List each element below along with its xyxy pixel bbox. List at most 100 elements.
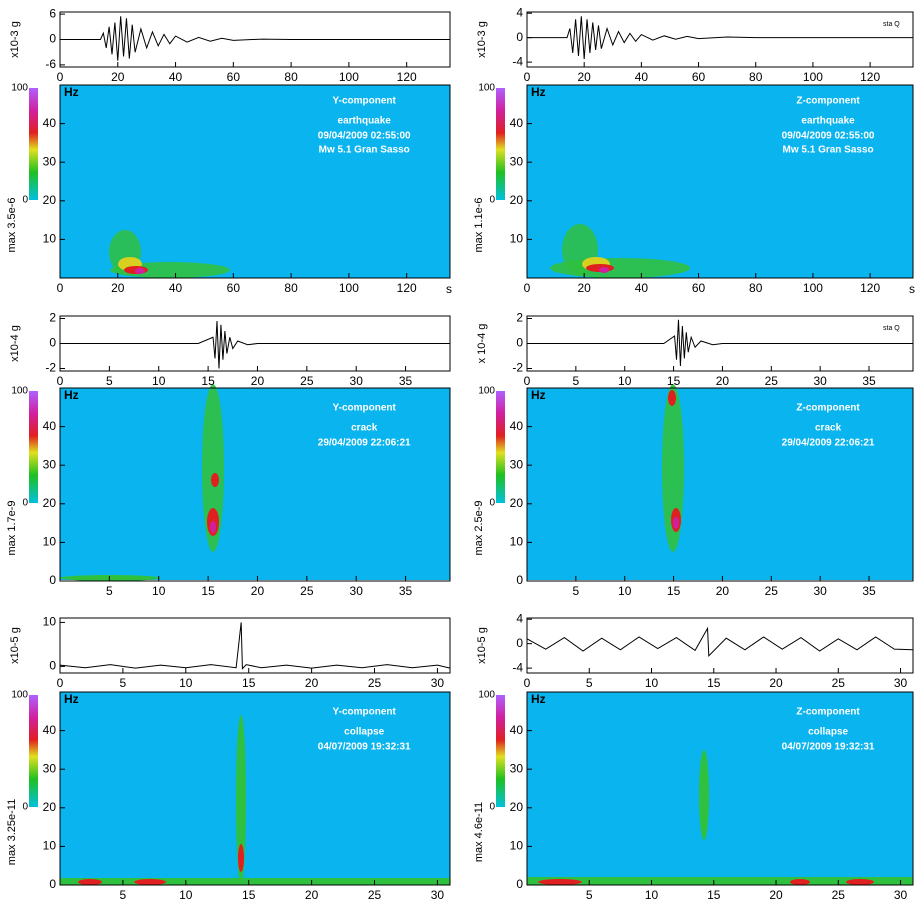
x-tick-label: 10	[152, 374, 166, 388]
unit-label: Hz	[531, 85, 546, 99]
x-tick-label: 20	[251, 374, 265, 388]
annotation: Y-component	[333, 403, 397, 414]
x-tick-label: 120	[397, 70, 417, 84]
y-tick-label: 40	[510, 723, 524, 737]
y-tick-label: 0	[49, 659, 56, 673]
plot-frame	[59, 617, 451, 674]
annotation: collapse	[344, 727, 384, 738]
annotation: Mw 5.1 Gran Sasso	[319, 145, 410, 156]
x-tick-label: 0	[57, 281, 64, 295]
x-tick-label: 30	[813, 584, 827, 598]
y-tick-label: 0	[516, 573, 523, 587]
x-tick-label: 120	[860, 281, 880, 295]
x-tick-label: 20	[111, 281, 125, 295]
x-tick-label: 5	[106, 584, 113, 598]
y-tick-label: 0	[516, 30, 523, 44]
annotation: Z-component	[796, 96, 860, 107]
x-tick-label: 20	[305, 676, 319, 690]
annotation: 09/04/2009 02:55:00	[318, 131, 411, 142]
x-tick-label: 5	[573, 584, 580, 598]
x-tick-label: 5	[573, 374, 580, 388]
x-tick-label: 40	[635, 70, 649, 84]
unit-label: Hz	[531, 692, 546, 706]
x-tick-label: 30	[813, 374, 827, 388]
x-tick-label: 80	[749, 281, 763, 295]
y-axis-title: x10-3 g	[476, 21, 488, 58]
colorbar-tick-label: 100	[11, 83, 28, 94]
x-tick-label: 0	[57, 70, 64, 84]
colorbar	[29, 695, 38, 807]
x-tick-label: 20	[305, 888, 319, 901]
y-axis-title: max 1.7e-9	[6, 500, 18, 555]
colorbar-tick-label: 0	[489, 195, 495, 206]
annotation: 29/04/2009 22:06:21	[782, 438, 875, 449]
unit-label: Hz	[531, 388, 546, 402]
x-tick-label: 5	[120, 888, 127, 901]
x-tick-label: 20	[578, 281, 592, 295]
x-tick-label: 40	[635, 281, 649, 295]
x-tick-label: 25	[832, 888, 846, 901]
x-tick-label: 25	[368, 676, 382, 690]
y-tick-label: 0	[49, 336, 56, 350]
x-tick-label: 60	[227, 70, 241, 84]
y-tick-label: 0	[516, 877, 523, 891]
x-tick-label: 80	[284, 281, 298, 295]
y-tick-label: 30	[510, 154, 524, 168]
waveform	[60, 320, 450, 369]
x-tick-label: 15	[201, 374, 215, 388]
y-axis-title: max 2.5e-9	[473, 500, 485, 555]
colorbar-tick-label: 100	[11, 690, 28, 701]
colorbar-tick-label: 0	[22, 802, 28, 813]
waveform	[60, 16, 450, 61]
colorbar-tick-label: 100	[478, 386, 495, 397]
x-tick-label: 30	[894, 888, 908, 901]
x-tick-label: 20	[251, 584, 265, 598]
spectrogram-area	[60, 692, 450, 885]
waveform	[527, 319, 913, 367]
waveform	[59, 622, 451, 670]
x-tick-label: 20	[578, 70, 592, 84]
colorbar	[496, 391, 505, 503]
y-tick-label: 20	[510, 800, 524, 814]
y-axis-title: x10-5 g	[9, 627, 21, 664]
colorbar	[29, 391, 38, 503]
y-tick-label: 0	[49, 32, 56, 46]
x-tick-label: 25	[300, 584, 314, 598]
x-tick-label: 5	[586, 676, 593, 690]
waveform	[527, 16, 913, 60]
x-tick-label: 60	[692, 281, 706, 295]
plot-frame	[526, 84, 914, 279]
y-tick-label: 30	[43, 457, 57, 471]
colorbar-tick-label: 100	[478, 83, 495, 94]
unit-label: Hz	[64, 388, 79, 402]
annotation: 29/04/2009 22:06:21	[318, 438, 411, 449]
x-tick-label: 15	[201, 584, 215, 598]
annotation: Z-component	[796, 707, 860, 718]
waveform	[526, 626, 914, 658]
station-label: sta Q	[883, 325, 900, 332]
y-tick-label: 0	[516, 336, 523, 350]
x-tick-label: 20	[769, 676, 783, 690]
x-tick-label: 15	[667, 374, 681, 388]
x-tick-label: 30	[894, 676, 908, 690]
y-tick-label: 10	[510, 839, 524, 853]
x-tick-label: 80	[749, 70, 763, 84]
y-tick-label: -4	[512, 660, 523, 674]
x-tick-label: 0	[524, 676, 531, 690]
y-tick-label: 30	[43, 154, 57, 168]
y-tick-label: 2	[516, 311, 523, 325]
y-tick-label: 10	[43, 232, 57, 246]
y-tick-label: 40	[43, 116, 57, 130]
annotation: Y-component	[333, 707, 397, 718]
y-tick-label: -6	[45, 57, 56, 71]
y-tick-label: 20	[510, 496, 524, 510]
y-tick-label: 20	[43, 800, 57, 814]
x-tick-label: 25	[765, 374, 779, 388]
unit-label: Hz	[64, 85, 79, 99]
y-tick-label: 40	[510, 116, 524, 130]
y-axis-title: x10-4 g	[9, 325, 21, 362]
y-tick-label: 4	[516, 5, 523, 19]
plot-frame	[526, 617, 914, 674]
x-tick-label: 30	[431, 676, 445, 690]
